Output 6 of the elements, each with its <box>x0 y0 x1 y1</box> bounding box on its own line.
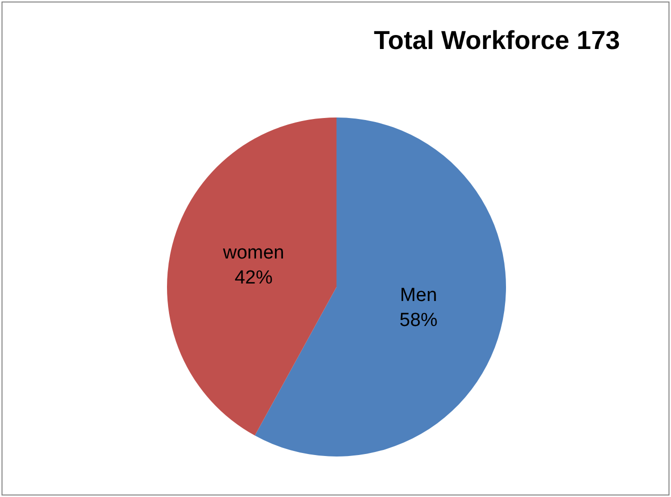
pie-slice <box>167 118 336 436</box>
slice-label: women <box>222 242 284 264</box>
slice-label: Men <box>400 285 438 306</box>
data-label: 42% <box>234 267 273 288</box>
chart-title: Total Workforce 173 <box>374 25 620 56</box>
data-label: 58% <box>400 310 438 331</box>
